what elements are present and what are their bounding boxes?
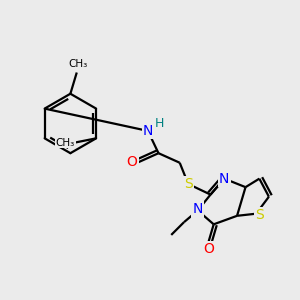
Text: S: S: [255, 208, 264, 222]
Text: CH₃: CH₃: [68, 59, 87, 69]
Text: N: N: [143, 124, 153, 138]
Text: CH₃: CH₃: [56, 138, 75, 148]
Text: N: N: [193, 202, 203, 216]
Text: O: O: [203, 242, 214, 256]
Text: N: N: [219, 172, 230, 186]
Text: S: S: [184, 177, 193, 191]
Text: H: H: [155, 117, 164, 130]
Text: O: O: [127, 155, 137, 169]
